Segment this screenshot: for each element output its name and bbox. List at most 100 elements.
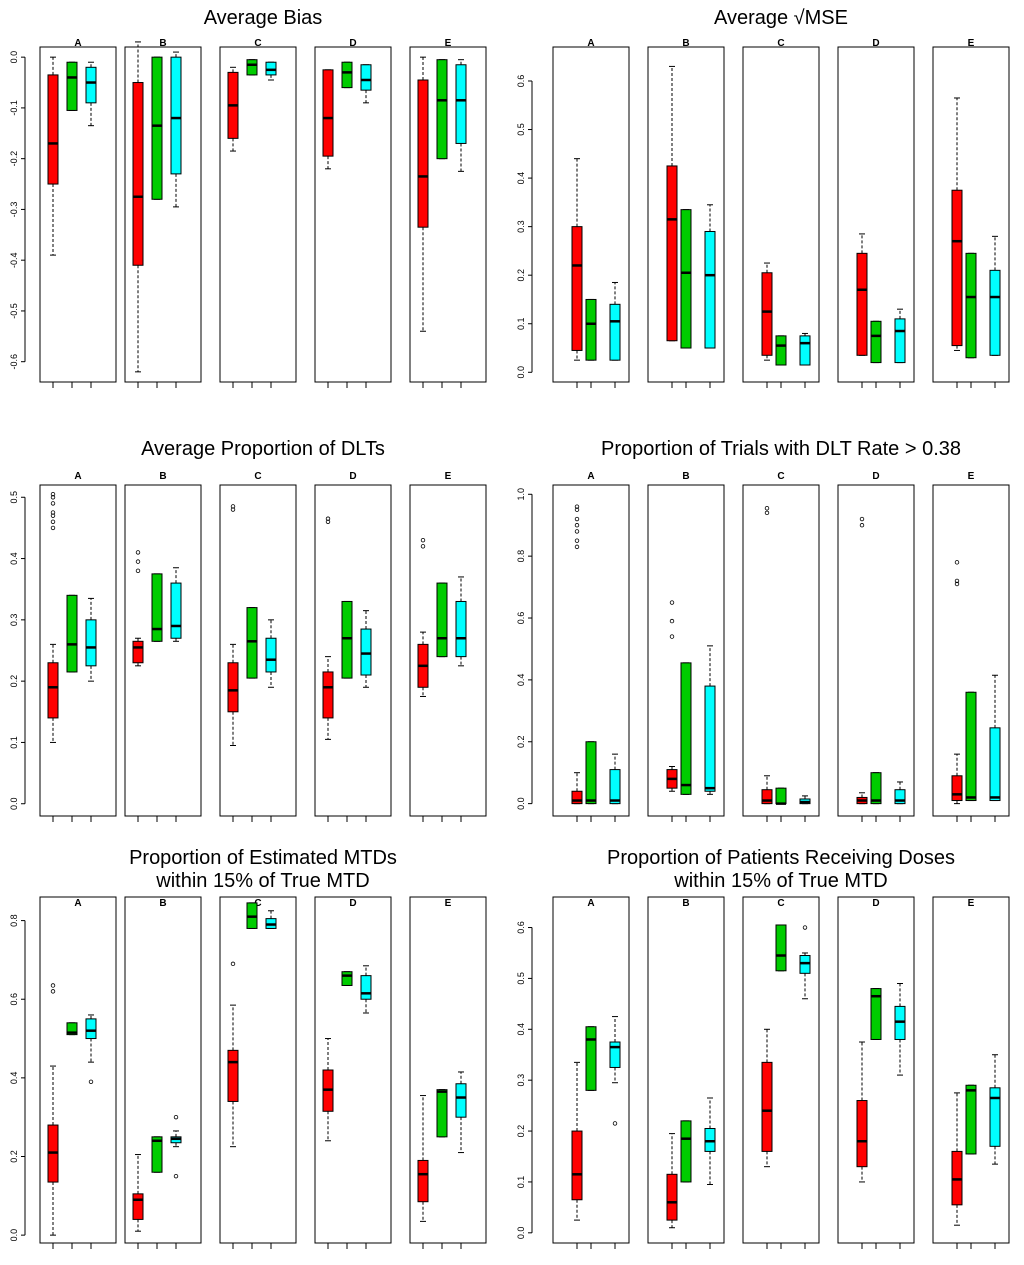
y-tick-label: 0.4 <box>516 1023 526 1036</box>
chart-title: Average Proportion of DLTs <box>141 438 385 460</box>
box-D-3 <box>360 965 372 1014</box>
y-tick-label: 1.0 <box>516 488 526 501</box>
chart-2: Average √MSE 0.0 0.1 0.2 0.3 0.4 0.5 0.6 A B C D E <box>516 7 1010 388</box>
box-body <box>360 628 372 676</box>
panel-frame <box>742 46 820 383</box>
box-body <box>571 1130 583 1201</box>
outlier-point <box>574 507 580 512</box>
box-body <box>170 56 182 175</box>
box-body <box>856 1100 868 1168</box>
box-C-2 <box>246 902 258 929</box>
panel-D: D <box>837 896 915 1249</box>
y-tick-label: 0.8 <box>9 914 19 927</box>
box-A-3 <box>85 61 97 127</box>
panel-A: A <box>39 471 117 822</box>
panel-label: A <box>74 38 81 49</box>
y-tick-label: 0.1 <box>516 1176 526 1189</box>
box-E-2 <box>436 1089 448 1138</box>
box-E-3 <box>989 235 1001 356</box>
box-body <box>761 1061 773 1152</box>
y-tick-label: 0.0 <box>516 366 526 379</box>
box-body <box>965 691 977 802</box>
panel-label: B <box>682 38 689 49</box>
box-body <box>680 662 692 795</box>
box-C-1 <box>227 961 239 1148</box>
outlier-point <box>954 578 960 584</box>
box-body <box>47 74 59 185</box>
y-tick-label: 0.3 <box>516 1074 526 1087</box>
box-body <box>609 1041 621 1068</box>
chart-title: Proportion of Estimated MTDs <box>129 847 397 869</box>
box-body <box>799 955 811 974</box>
box-E-2 <box>436 59 448 160</box>
y-tick-label: 0.2 <box>9 675 19 688</box>
outlier-point <box>574 504 580 509</box>
box-body <box>455 64 467 144</box>
box-A-2 <box>66 1022 78 1036</box>
panel-C: C <box>219 38 297 388</box>
box-body <box>85 619 97 667</box>
panel-label: D <box>872 38 879 49</box>
y-tick-label: 0.3 <box>516 220 526 233</box>
outlier-point <box>420 537 426 543</box>
box-body <box>666 1173 678 1221</box>
box-A-3 <box>609 753 621 805</box>
panel-frame <box>39 896 117 1244</box>
box-E-1 <box>417 56 429 332</box>
box-body <box>227 662 239 713</box>
box-body <box>47 662 59 719</box>
y-tick-label: 0.0 <box>516 797 526 810</box>
box-B-2 <box>151 56 163 200</box>
panel-A: A <box>552 471 630 822</box>
box-B-1 <box>666 65 678 342</box>
chart-6: Proportion of Patients Receiving Doseswi… <box>516 847 1010 1249</box>
y-tick-label: 0.6 <box>516 75 526 88</box>
panel-frame <box>219 46 297 383</box>
box-body <box>761 789 773 805</box>
box-B-1 <box>666 1133 678 1229</box>
panel-label: A <box>74 898 81 909</box>
box-C-1 <box>761 1028 773 1168</box>
panel-B: B <box>647 38 725 388</box>
panel-frame <box>314 896 392 1244</box>
outlier-point <box>612 1121 618 1126</box>
outlier-point <box>135 559 141 564</box>
outlier-point <box>859 523 865 528</box>
box-body <box>417 1159 429 1203</box>
panel-C: C <box>742 896 820 1249</box>
y-tick-label: 0.4 <box>9 552 19 565</box>
box-A-2 <box>66 594 78 673</box>
box-body <box>170 582 182 639</box>
box-C-1 <box>761 262 773 361</box>
box-body <box>246 607 258 679</box>
box-body <box>360 64 372 91</box>
box-B-3 <box>704 645 716 795</box>
outlier-point <box>669 600 675 605</box>
panel-label: C <box>254 471 261 482</box>
box-body <box>870 772 882 805</box>
box-D-2 <box>870 772 882 805</box>
panel-frame <box>124 484 202 817</box>
panel-E: E <box>932 38 1010 388</box>
y-tick-label: 0.5 <box>516 123 526 136</box>
box-body <box>585 741 597 805</box>
box-D-2 <box>870 988 882 1040</box>
outlier-point <box>50 989 56 994</box>
box-E-2 <box>965 691 977 802</box>
outlier-point <box>574 544 580 550</box>
outlier-point <box>574 523 580 528</box>
box-D-1 <box>322 516 334 740</box>
box-body <box>609 303 621 361</box>
panel-frame <box>219 484 297 817</box>
box-body <box>341 61 353 89</box>
box-B-3 <box>704 204 716 349</box>
box-D-1 <box>322 1038 334 1142</box>
chart-title: within 15% of True MTD <box>155 870 369 892</box>
box-body <box>989 727 1001 802</box>
box-A-1 <box>47 491 59 743</box>
outlier-point <box>574 516 580 522</box>
box-body <box>704 1128 716 1152</box>
outlier-point <box>230 507 236 512</box>
panel-label: B <box>159 898 166 909</box>
